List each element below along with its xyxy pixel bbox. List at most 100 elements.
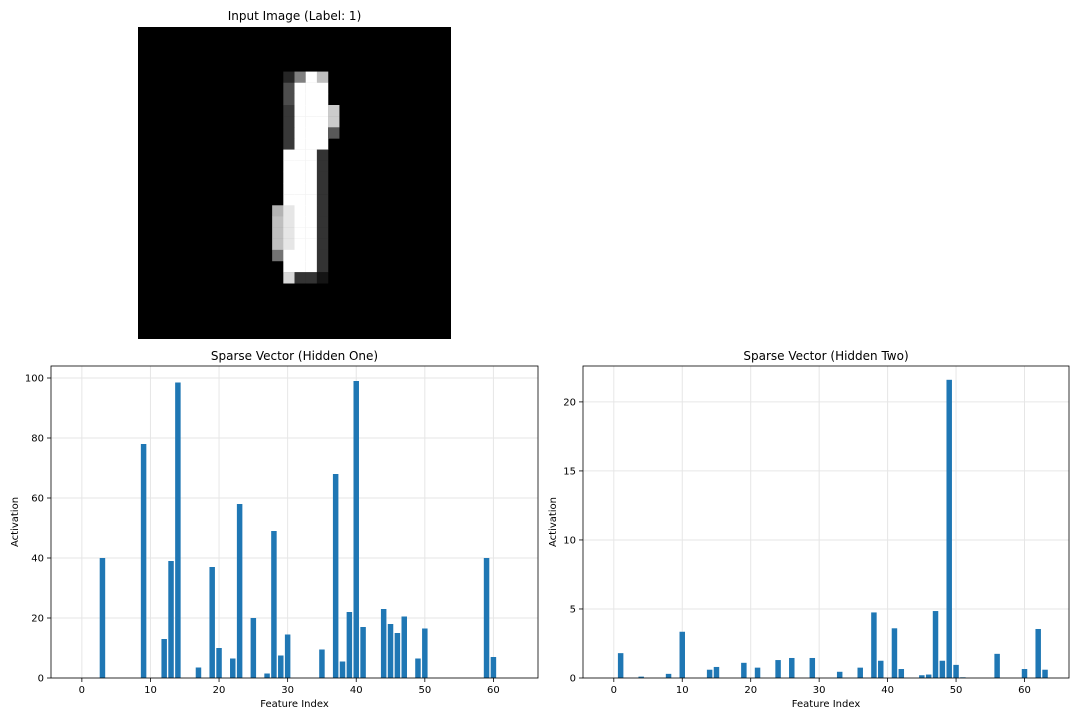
bar (994, 653, 1000, 678)
image-pixel (328, 105, 340, 117)
image-pixel (305, 93, 318, 106)
image-pixel (283, 82, 295, 95)
image-pixel (305, 160, 318, 173)
bar (809, 657, 816, 678)
image-pixel (305, 127, 318, 139)
x-tick-label: 50 (950, 685, 963, 696)
y-tick-label: 0 (570, 674, 576, 685)
bar (415, 658, 421, 678)
image-pixel (305, 71, 318, 83)
x-tick-label: 0 (79, 685, 85, 696)
image-pixel (316, 82, 329, 95)
image-pixel (316, 194, 329, 206)
y-tick-label: 100 (25, 374, 44, 385)
image-pixel (283, 71, 295, 83)
x-tick-label: 40 (350, 685, 363, 696)
bar (665, 673, 672, 678)
x-tick-label: 30 (281, 685, 294, 696)
bar (161, 639, 167, 678)
bar (339, 661, 346, 678)
image-pixel (316, 183, 329, 195)
y-tick-label: 10 (563, 535, 576, 546)
x-axis-label: Feature Index (260, 699, 329, 710)
bar (380, 609, 387, 678)
bar (195, 667, 202, 678)
image-pixel (294, 249, 306, 262)
bar (891, 628, 898, 678)
x-tick-label: 10 (144, 685, 157, 696)
bar (754, 667, 761, 678)
image-pixel (272, 227, 284, 239)
bar (422, 628, 428, 678)
image-pixel (283, 160, 295, 173)
image-pixel (305, 149, 318, 161)
image-pixel (283, 216, 295, 228)
x-axis-label: Feature Index (792, 699, 861, 710)
plot-frame (50, 365, 539, 679)
image-pixel (305, 249, 318, 262)
bar (278, 655, 284, 678)
image-pixel (272, 205, 284, 217)
x-tick-label: 30 (813, 685, 826, 696)
image-pixel (316, 249, 329, 262)
x-tick-label: 0 (611, 685, 617, 696)
image-pixel (316, 261, 329, 273)
bar (679, 631, 685, 678)
bar (925, 674, 932, 678)
bar (919, 675, 925, 678)
x-tick-label: 60 (1018, 685, 1031, 696)
bar (878, 660, 884, 678)
image-pixel (294, 227, 306, 239)
y-tick-label: 0 (38, 674, 44, 685)
chart-title: Sparse Vector (Hidden One) (211, 349, 378, 363)
bar (490, 657, 497, 678)
bar (857, 667, 863, 678)
image-pixel (283, 194, 295, 206)
image-title: Input Image (Label: 1) (227, 9, 362, 23)
image-pixel (305, 183, 318, 195)
image-pixel (294, 93, 306, 106)
bar (713, 666, 720, 678)
bar (346, 612, 353, 678)
plot-frame (582, 365, 1070, 679)
image-pixel (305, 116, 318, 128)
image-pixel (294, 71, 306, 83)
image-pixel (305, 272, 318, 284)
bar (332, 474, 339, 678)
image-pixel (283, 127, 295, 139)
bar (168, 561, 174, 678)
image-pixel (328, 127, 340, 139)
bar (483, 558, 490, 678)
x-tick-label: 50 (418, 685, 431, 696)
bar (216, 648, 222, 678)
image-pixel (272, 216, 284, 228)
image-pixel (294, 216, 306, 228)
x-tick-label: 20 (213, 685, 226, 696)
image-pixel (294, 105, 306, 117)
image-pixel (316, 171, 329, 184)
bar (319, 649, 325, 678)
image-pixel (272, 238, 284, 251)
x-tick-label: 20 (744, 685, 757, 696)
image-pixel (283, 238, 295, 251)
image-pixel (283, 93, 295, 106)
bar (401, 616, 407, 678)
bar (932, 611, 939, 678)
image-pixel (316, 216, 329, 228)
image-pixel (294, 160, 306, 173)
bar (953, 664, 959, 678)
y-tick-label: 40 (31, 554, 44, 565)
image-pixel (305, 216, 318, 228)
image-pixel (316, 93, 329, 106)
image-pixel (316, 71, 329, 83)
y-tick-label: 60 (31, 494, 44, 505)
image-pixel (316, 272, 329, 284)
bar (946, 379, 952, 678)
image-pixel (316, 160, 329, 173)
bar (939, 660, 946, 678)
image-pixel (305, 205, 318, 217)
image-pixel (283, 105, 295, 117)
image-pixel (283, 183, 295, 195)
image-pixel (294, 194, 306, 206)
